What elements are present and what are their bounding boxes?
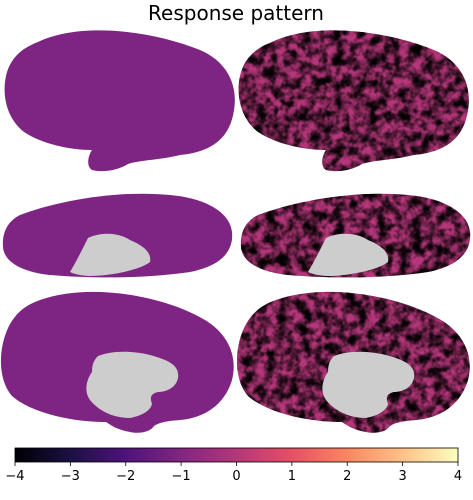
colorbar-tick-label: 2 (343, 469, 351, 484)
colorbar-axis: −4 −3 −2 −1 0 1 2 3 4 (5, 462, 462, 484)
chart-title: Response pattern (148, 1, 324, 25)
colorbar-tick-label: 0 (232, 469, 240, 484)
colorbar-tick-label: −2 (116, 469, 135, 484)
colorbar-tick-label: −4 (5, 469, 24, 484)
colorbar (14, 447, 459, 463)
colorbar-tick-label: 3 (398, 469, 406, 484)
colorbar-tick-label: 1 (288, 469, 296, 484)
panel-ventral-flat (2, 193, 233, 278)
colorbar-tick-label: −1 (172, 469, 191, 484)
panel-lateral-pattern (238, 30, 469, 172)
panel-medial-flat (0, 291, 234, 433)
colorbar-tick-label: −3 (61, 469, 80, 484)
panel-lateral-flat (4, 30, 235, 172)
colorbar-tick-label: 4 (454, 469, 462, 484)
panel-medial-pattern (236, 291, 470, 433)
panel-ventral-pattern (240, 193, 471, 278)
